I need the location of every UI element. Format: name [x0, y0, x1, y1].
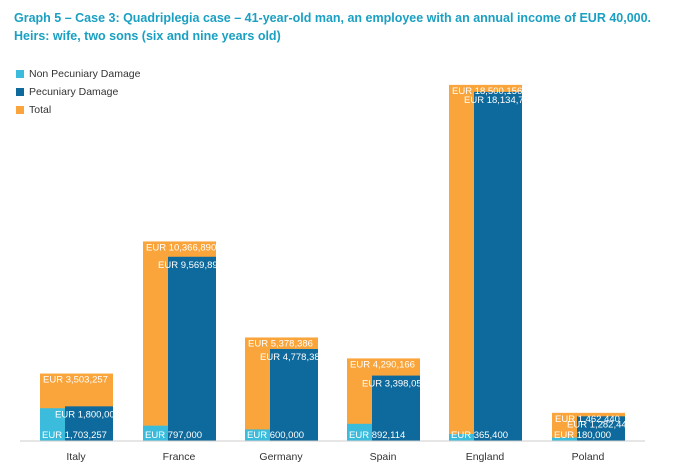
legend-label-total: Total [29, 104, 52, 116]
non-pecuniary-label-italy: EUR 1,703,257 [42, 430, 107, 441]
non-pecuniary-label-england: EUR 365,400 [451, 430, 508, 441]
category-label-germany: Germany [259, 451, 303, 463]
title-line-1: Graph 5 – Case 3: Quadriplegia case – 41… [14, 11, 652, 25]
total-label-italy: EUR 3,503,257 [43, 375, 108, 386]
non-pecuniary-label-poland: EUR 180,000 [554, 430, 611, 441]
legend-swatch-total [16, 106, 24, 114]
total-label-spain: EUR 4,290,166 [350, 359, 415, 370]
non-pecuniary-label-france: EUR 797,000 [145, 430, 202, 441]
pecuniary-bar-england [474, 91, 522, 441]
pecuniary-label-poland: EUR 1,282,440 [567, 419, 632, 430]
non-pecuniary-bar-spain [347, 423, 372, 441]
legend-label-pecuniary: Pecuniary Damage [29, 86, 119, 98]
total-label-england: EUR 18,500,156 [452, 86, 522, 97]
pecuniary-bar-italy [65, 406, 113, 441]
category-label-france: France [163, 451, 196, 463]
total-label-germany: EUR 5,378,386 [248, 338, 313, 349]
pecuniary-bar-poland [577, 416, 625, 441]
category-label-england: England [466, 451, 505, 463]
non-pecuniary-bar-germany [245, 429, 270, 441]
legend: Non Pecuniary Damage Pecuniary Damage To… [16, 65, 140, 119]
legend-item-non-pecuniary: Non Pecuniary Damage [16, 65, 140, 83]
legend-swatch-pecuniary [16, 88, 24, 96]
legend-swatch-non-pecuniary [16, 70, 24, 78]
legend-item-pecuniary: Pecuniary Damage [16, 83, 140, 101]
pecuniary-bar-spain [372, 375, 420, 441]
pecuniary-label-england: EUR 18,134,756 [464, 95, 534, 106]
category-label-spain: Spain [370, 451, 397, 463]
non-pecuniary-bar-france [143, 425, 168, 441]
category-label-poland: Poland [572, 451, 605, 463]
title-line-2: Heirs: wife, two sons (six and nine year… [14, 29, 281, 43]
legend-label-non-pecuniary: Non Pecuniary Damage [29, 68, 141, 80]
non-pecuniary-bar-poland [552, 437, 577, 441]
pecuniary-label-germany: EUR 4,778,386 [260, 352, 325, 363]
non-pecuniary-label-spain: EUR 892,114 [349, 430, 405, 441]
non-pecuniary-label-germany: EUR 600,000 [247, 430, 304, 441]
pecuniary-label-france: EUR 9,569,890 [158, 260, 223, 271]
non-pecuniary-bar-italy [40, 408, 65, 441]
pecuniary-label-italy: EUR 1,800,000 [55, 409, 120, 420]
total-label-france: EUR 10,366,890 [146, 242, 216, 253]
chart-title: Graph 5 – Case 3: Quadriplegia case – 41… [14, 9, 651, 45]
pecuniary-label-spain: EUR 3,398,052 [362, 379, 427, 390]
non-pecuniary-bar-england [449, 433, 474, 441]
pecuniary-bar-germany [270, 349, 318, 441]
pecuniary-bar-france [168, 256, 216, 441]
category-label-italy: Italy [66, 451, 86, 463]
legend-item-total: Total [16, 101, 140, 119]
total-label-poland: EUR 1,462,440 [555, 414, 620, 425]
